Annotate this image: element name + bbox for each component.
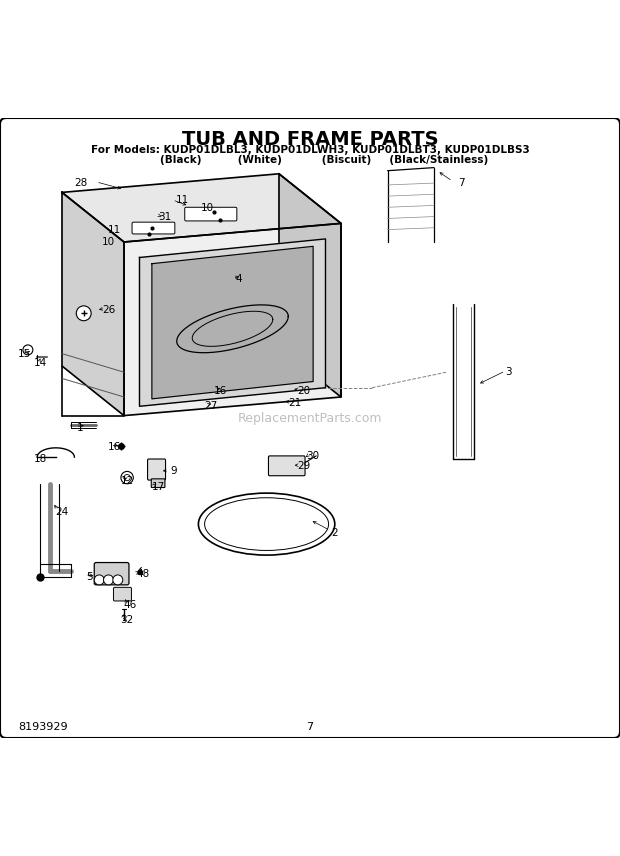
Text: 3: 3 [505, 367, 511, 377]
Circle shape [94, 575, 104, 585]
Text: 46: 46 [123, 600, 137, 609]
Text: 5: 5 [87, 572, 93, 582]
Text: 24: 24 [55, 507, 69, 517]
Polygon shape [62, 193, 124, 416]
Text: 31: 31 [157, 212, 171, 223]
FancyBboxPatch shape [185, 207, 237, 221]
Text: For Models: KUDP01DLBL3, KUDP01DLWH3, KUDP01DLBT3, KUDP01DLBS3: For Models: KUDP01DLBL3, KUDP01DLWH3, KU… [91, 146, 529, 155]
Circle shape [124, 474, 130, 481]
Circle shape [121, 472, 133, 484]
Polygon shape [140, 239, 326, 407]
Text: 27: 27 [204, 401, 218, 411]
Text: 11: 11 [176, 195, 190, 205]
Text: (Black)          (White)           (Biscuit)     (Black/Stainless): (Black) (White) (Biscuit) (Black/Stainle… [131, 155, 489, 164]
Polygon shape [124, 223, 341, 416]
FancyBboxPatch shape [268, 456, 305, 476]
Polygon shape [152, 247, 313, 399]
Text: TUB AND FRAME PARTS: TUB AND FRAME PARTS [182, 130, 438, 149]
FancyBboxPatch shape [113, 587, 131, 601]
Text: 10: 10 [201, 203, 215, 213]
Polygon shape [279, 174, 341, 397]
Text: 17: 17 [151, 482, 165, 492]
FancyBboxPatch shape [132, 223, 175, 234]
Text: 21: 21 [288, 398, 301, 408]
Circle shape [23, 345, 33, 355]
Text: 20: 20 [297, 386, 311, 395]
Circle shape [113, 575, 123, 585]
Text: 12: 12 [120, 476, 134, 485]
Text: 48: 48 [136, 568, 149, 579]
Text: 10: 10 [102, 237, 115, 247]
Text: 16: 16 [108, 442, 122, 452]
Circle shape [76, 306, 91, 321]
FancyBboxPatch shape [151, 479, 165, 488]
Text: 7: 7 [306, 722, 314, 732]
Text: 9: 9 [170, 467, 177, 477]
FancyBboxPatch shape [148, 459, 166, 480]
Text: 14: 14 [33, 358, 47, 368]
Text: 4: 4 [236, 274, 242, 284]
Circle shape [104, 575, 113, 585]
Text: 18: 18 [33, 454, 47, 464]
Text: 2: 2 [332, 528, 338, 538]
Text: 7: 7 [459, 178, 465, 188]
Text: ReplacementParts.com: ReplacementParts.com [237, 413, 383, 425]
FancyBboxPatch shape [94, 562, 129, 585]
Text: 28: 28 [74, 178, 87, 188]
Text: 16: 16 [213, 386, 227, 395]
Text: 1: 1 [78, 423, 84, 433]
Polygon shape [62, 174, 341, 242]
Text: 8193929: 8193929 [19, 722, 68, 732]
Text: 29: 29 [297, 461, 311, 472]
Text: 26: 26 [102, 306, 115, 315]
Text: 32: 32 [120, 615, 134, 625]
Text: 11: 11 [108, 224, 122, 235]
Text: 15: 15 [18, 348, 32, 359]
Text: 30: 30 [306, 451, 320, 461]
